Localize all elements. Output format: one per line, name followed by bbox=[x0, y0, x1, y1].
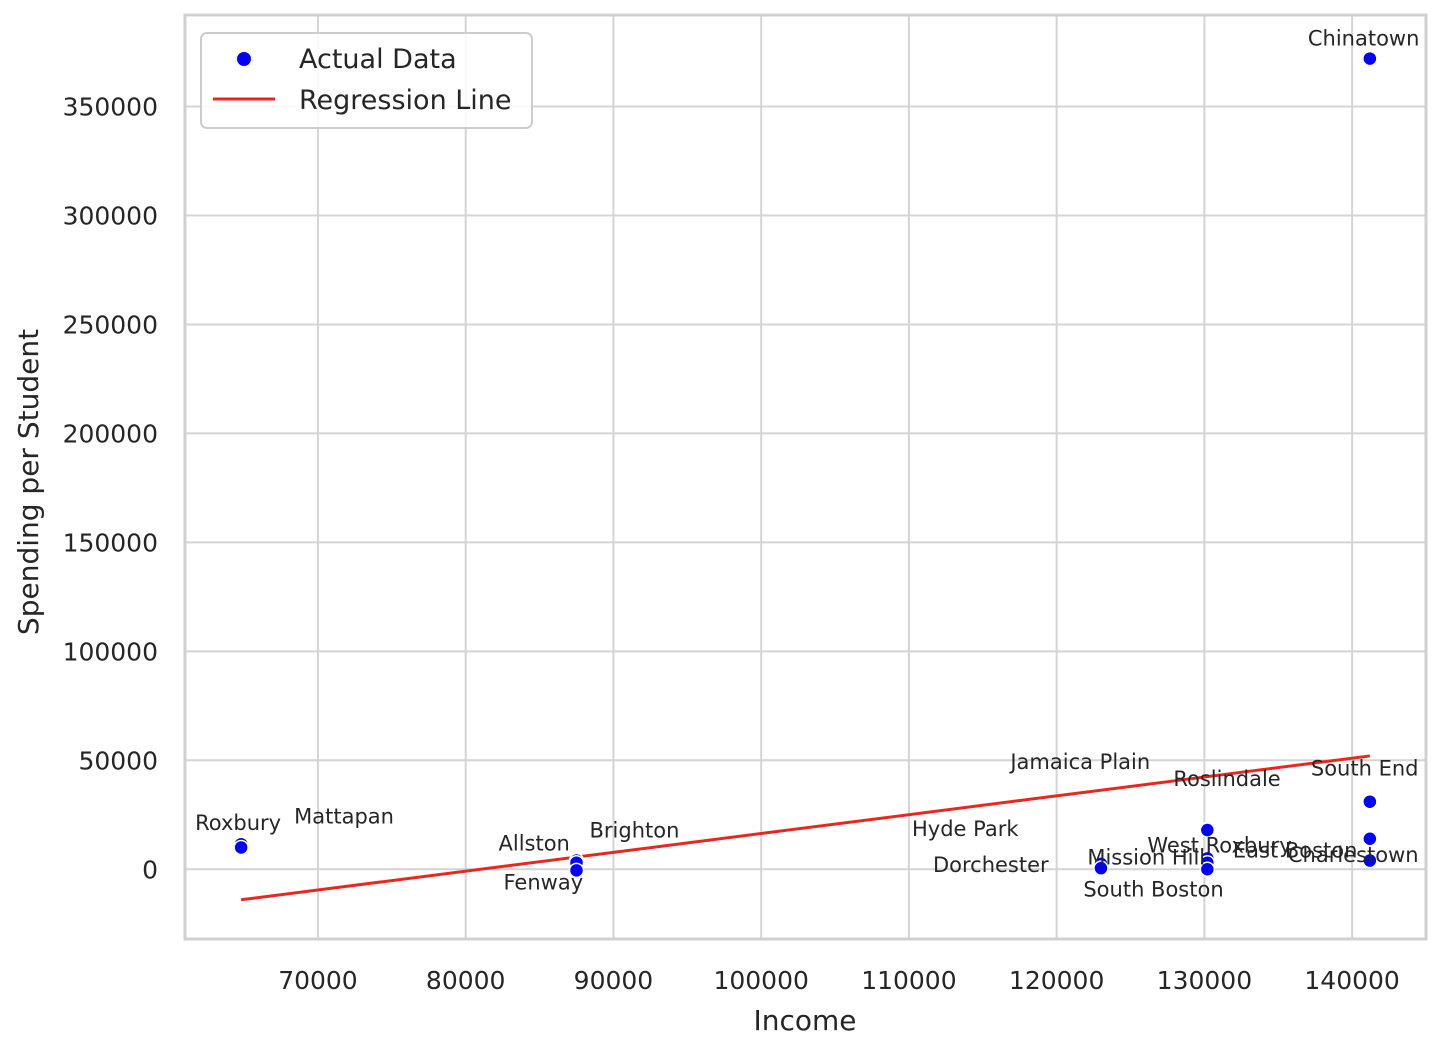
x-tick-label-110000: 110000 bbox=[861, 966, 956, 995]
point-label-hyde-park: Hyde Park bbox=[912, 817, 1019, 841]
point-label-mattapan: Mattapan bbox=[294, 804, 394, 828]
x-tick-label-90000: 90000 bbox=[574, 966, 654, 995]
point-charlestown bbox=[1362, 831, 1378, 847]
y-tick-label-300000: 300000 bbox=[63, 201, 158, 230]
point-label-charlestown: Charlestown bbox=[1288, 843, 1419, 867]
point-label-allston: Allston bbox=[499, 832, 570, 856]
point-label-jamaica-plain: Jamaica Plain bbox=[1008, 750, 1150, 774]
points-layer bbox=[233, 50, 1378, 879]
grid bbox=[185, 15, 1426, 939]
point-label-west-roxbury: West Roxbury bbox=[1147, 833, 1291, 857]
point-label-dorchester: Dorchester bbox=[933, 853, 1049, 877]
y-tick-label-50000: 50000 bbox=[78, 746, 158, 775]
plot-border bbox=[183, 13, 1428, 941]
legend-label-actual-data: Actual Data bbox=[299, 44, 457, 75]
point-label-brighton: Brighton bbox=[590, 819, 680, 843]
point-mattapan bbox=[233, 839, 249, 856]
point-south-boston bbox=[1199, 861, 1216, 878]
y-tick-label-250000: 250000 bbox=[63, 310, 158, 339]
x-axis-label: Income bbox=[753, 1004, 856, 1037]
regression-line bbox=[240, 754, 1371, 902]
legend: Actual Data Regression Line bbox=[200, 32, 533, 129]
y-tick-labels: 0 50000 100000 150000 200000 250000 300000 3500… bbox=[63, 93, 158, 885]
point-label-roxbury: Roxbury bbox=[195, 811, 281, 835]
legend-label-regression-line: Regression Line bbox=[299, 85, 512, 116]
point-fenway bbox=[568, 862, 585, 879]
plot-frame bbox=[183, 13, 1428, 941]
point-label-south-boston: South Boston bbox=[1083, 877, 1223, 901]
point-label-mission-hill: Mission Hill bbox=[1087, 846, 1205, 870]
y-tick-label-350000: 350000 bbox=[63, 93, 158, 122]
point-roslindale bbox=[1199, 822, 1216, 838]
x-tick-labels: 70000 80000 90000 100000 110000 120000 130000 1… bbox=[278, 966, 1400, 995]
point-south-end bbox=[1362, 793, 1378, 810]
x-tick-label-70000: 70000 bbox=[278, 966, 358, 995]
point-label-fenway: Fenway bbox=[504, 870, 584, 894]
legend-marker-actual-data bbox=[237, 52, 251, 66]
legend-box bbox=[200, 32, 533, 129]
y-tick-label-200000: 200000 bbox=[63, 419, 158, 448]
y-axis-label: Spending per Student bbox=[12, 329, 45, 635]
point-east-boston bbox=[1362, 852, 1378, 869]
point-labels-layer: Roxbury Mattapan Allston Brighton Fenway Hyde… bbox=[195, 27, 1419, 902]
x-tick-label-130000: 130000 bbox=[1157, 966, 1252, 995]
point-label-south-end: South End bbox=[1311, 757, 1419, 781]
x-tick-label-100000: 100000 bbox=[713, 966, 808, 995]
point-label-roslindale: Roslindale bbox=[1173, 767, 1280, 791]
y-tick-label-150000: 150000 bbox=[63, 528, 158, 557]
point-chinatown bbox=[1362, 50, 1378, 67]
y-tick-label-100000: 100000 bbox=[63, 637, 158, 666]
x-tick-label-120000: 120000 bbox=[1009, 966, 1104, 995]
regression-layer bbox=[240, 754, 1371, 902]
y-tick-label-0: 0 bbox=[142, 855, 158, 884]
point-dorchester bbox=[1093, 860, 1109, 876]
point-label-chinatown: Chinatown bbox=[1308, 27, 1420, 51]
x-tick-label-140000: 140000 bbox=[1304, 966, 1399, 995]
point-label-east-boston: East Boston bbox=[1233, 839, 1358, 863]
x-tick-label-80000: 80000 bbox=[426, 966, 506, 995]
